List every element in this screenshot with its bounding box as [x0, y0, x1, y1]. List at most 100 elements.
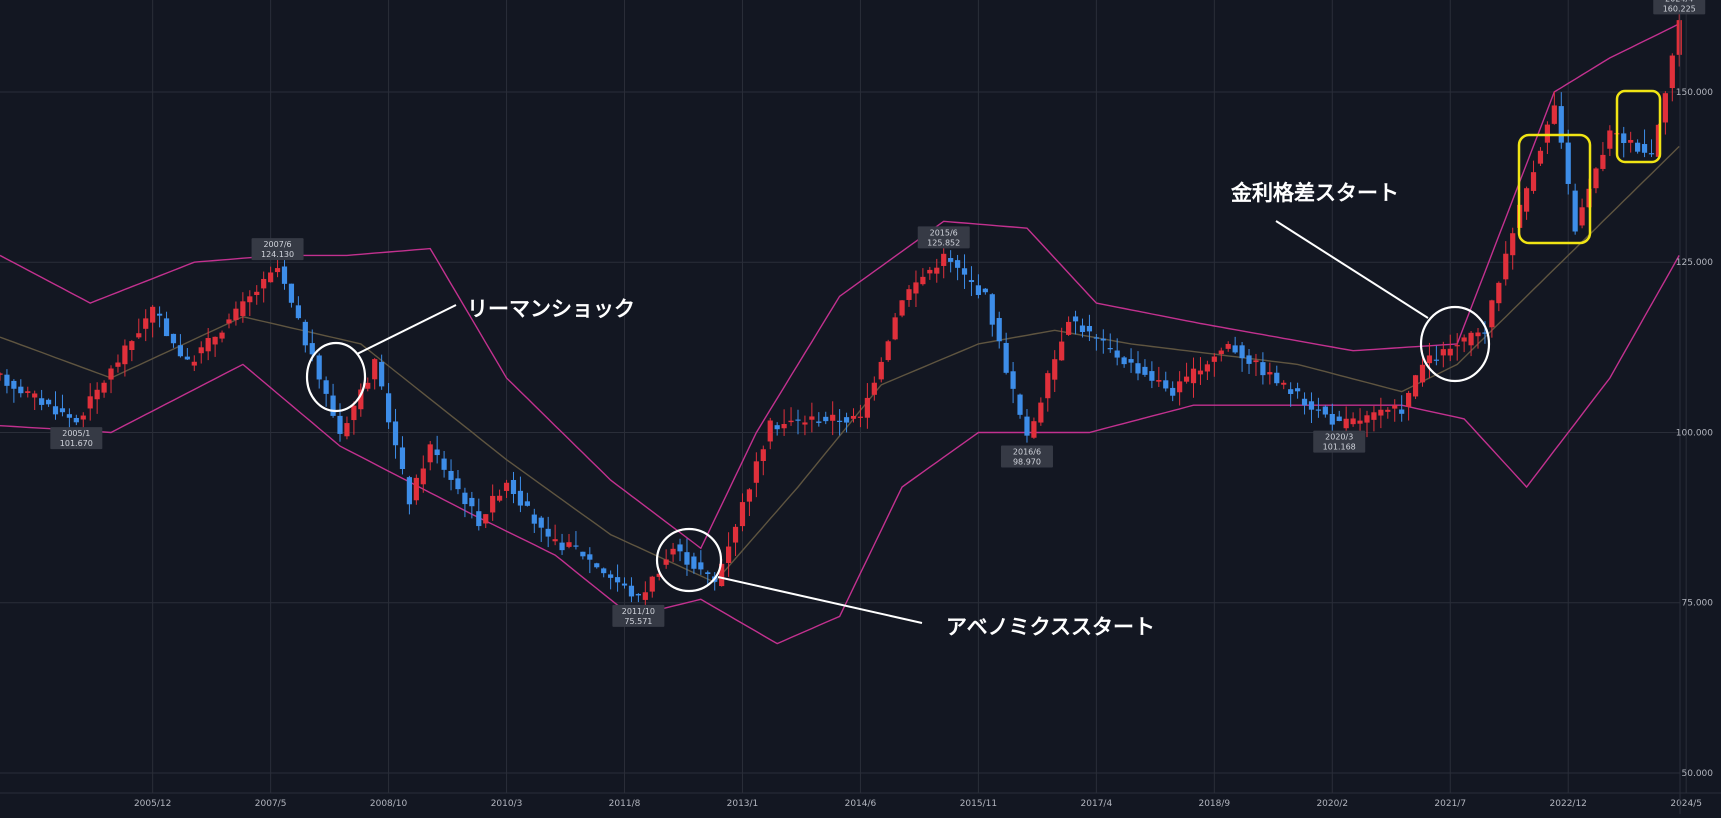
candle[interactable]	[1412, 375, 1419, 397]
candle[interactable]	[864, 397, 870, 418]
candle[interactable]	[892, 317, 898, 340]
candle[interactable]	[240, 301, 246, 317]
candle[interactable]	[1371, 412, 1377, 420]
candle[interactable]	[1183, 376, 1190, 382]
candle[interactable]	[66, 414, 72, 418]
candle[interactable]	[1392, 405, 1398, 409]
candle[interactable]	[1406, 392, 1412, 407]
candle[interactable]	[1593, 168, 1599, 189]
candle[interactable]	[823, 416, 829, 422]
candle[interactable]	[1468, 332, 1474, 346]
candle[interactable]	[420, 468, 426, 485]
candle[interactable]	[1246, 355, 1252, 364]
candle[interactable]	[143, 318, 149, 329]
candle[interactable]	[1565, 142, 1571, 184]
candle[interactable]	[1128, 359, 1134, 363]
candle[interactable]	[1537, 150, 1544, 164]
candle[interactable]	[906, 289, 912, 300]
candle[interactable]	[406, 477, 413, 505]
candle[interactable]	[628, 585, 635, 597]
candle[interactable]	[1017, 394, 1023, 415]
candle[interactable]	[247, 296, 253, 303]
candle[interactable]	[1308, 401, 1315, 410]
candle[interactable]	[941, 253, 947, 266]
candle[interactable]	[524, 501, 530, 506]
candle[interactable]	[1072, 316, 1079, 322]
candle[interactable]	[191, 361, 197, 366]
candle[interactable]	[1419, 364, 1426, 383]
candle[interactable]	[1225, 344, 1231, 349]
candle[interactable]	[843, 417, 850, 423]
candle[interactable]	[45, 399, 52, 405]
candle[interactable]	[816, 421, 822, 423]
candle[interactable]	[1079, 325, 1086, 333]
candle[interactable]	[517, 490, 524, 506]
candle[interactable]	[1086, 325, 1093, 332]
candle[interactable]	[1447, 348, 1453, 356]
candle[interactable]	[1544, 124, 1551, 143]
candle[interactable]	[136, 333, 142, 338]
candle[interactable]	[975, 285, 982, 295]
candle[interactable]	[1315, 409, 1322, 411]
candle[interactable]	[927, 269, 933, 274]
candle[interactable]	[1551, 105, 1557, 124]
candle[interactable]	[538, 517, 544, 528]
candle[interactable]	[725, 546, 732, 563]
candle[interactable]	[261, 278, 267, 289]
candle[interactable]	[767, 420, 773, 442]
candle[interactable]	[476, 511, 482, 527]
candle[interactable]	[857, 416, 864, 418]
candle[interactable]	[1461, 337, 1467, 342]
candle[interactable]	[594, 563, 600, 568]
candle[interactable]	[656, 573, 662, 577]
candle[interactable]	[233, 308, 239, 321]
candle[interactable]	[1232, 345, 1238, 353]
candle[interactable]	[184, 356, 190, 360]
candle[interactable]	[1523, 188, 1530, 212]
candle[interactable]	[59, 408, 66, 413]
candle[interactable]	[566, 542, 572, 547]
candle[interactable]	[1204, 364, 1210, 372]
candle[interactable]	[1329, 414, 1335, 425]
candle[interactable]	[1114, 350, 1120, 358]
candle[interactable]	[934, 267, 940, 274]
candle[interactable]	[587, 554, 593, 560]
candle[interactable]	[795, 419, 801, 421]
candle[interactable]	[344, 423, 350, 437]
candle[interactable]	[295, 305, 301, 319]
candle[interactable]	[441, 458, 447, 470]
candle[interactable]	[129, 341, 135, 351]
candle[interactable]	[281, 266, 288, 284]
candle[interactable]	[274, 268, 281, 273]
candle[interactable]	[205, 338, 211, 352]
candle[interactable]	[1530, 172, 1537, 191]
candle[interactable]	[1100, 338, 1106, 341]
candle[interactable]	[0, 373, 3, 375]
candle[interactable]	[226, 319, 232, 324]
candle[interactable]	[1454, 345, 1460, 347]
candle[interactable]	[254, 291, 260, 295]
candle[interactable]	[850, 415, 857, 419]
candle[interactable]	[1510, 233, 1516, 256]
candle[interactable]	[503, 482, 510, 491]
candle[interactable]	[39, 398, 45, 405]
candle[interactable]	[434, 449, 440, 456]
candle[interactable]	[94, 389, 100, 400]
candle[interactable]	[1294, 388, 1301, 392]
candle[interactable]	[115, 362, 121, 367]
candle[interactable]	[961, 268, 968, 275]
candle[interactable]	[996, 318, 1002, 342]
candle[interactable]	[1163, 380, 1169, 389]
candle[interactable]	[1052, 359, 1058, 380]
candle[interactable]	[1024, 416, 1030, 436]
candle[interactable]	[337, 415, 343, 434]
candle[interactable]	[1142, 366, 1148, 375]
candle[interactable]	[1364, 415, 1370, 423]
candle[interactable]	[1572, 190, 1578, 232]
candle[interactable]	[580, 551, 586, 557]
candle[interactable]	[1378, 409, 1384, 416]
candle[interactable]	[483, 514, 489, 524]
candle[interactable]	[1676, 20, 1682, 55]
candle[interactable]	[1635, 142, 1641, 152]
candle[interactable]	[1336, 416, 1342, 421]
